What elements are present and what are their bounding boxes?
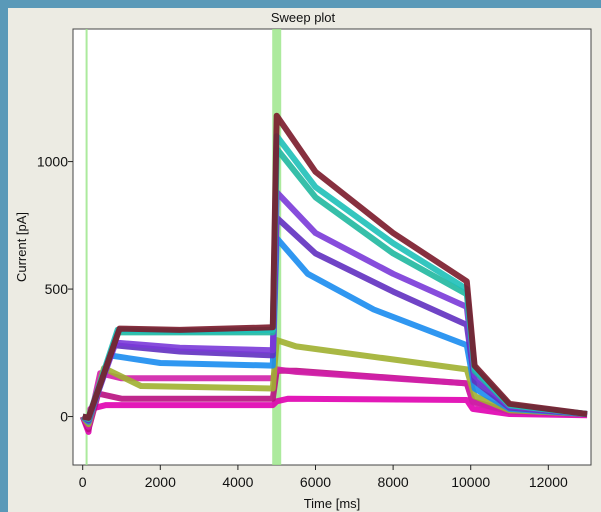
y-ticks: 0 500 1000 xyxy=(37,154,73,425)
highlight-marker xyxy=(85,29,88,465)
x-tick-label: 4000 xyxy=(222,474,253,490)
y-tick-label: 500 xyxy=(45,281,69,297)
series-group xyxy=(79,112,588,435)
x-tick-label: 12000 xyxy=(529,474,568,490)
series-line xyxy=(82,112,588,421)
x-tick-label: 10000 xyxy=(451,474,490,490)
x-tick-label: 0 xyxy=(79,474,87,490)
y-tick-label: 0 xyxy=(60,409,68,425)
x-tick-label: 2000 xyxy=(145,474,176,490)
chart-title: Sweep plot xyxy=(271,10,336,25)
plot-area xyxy=(72,28,592,466)
x-tick-label: 6000 xyxy=(300,474,331,490)
window-frame-top xyxy=(0,0,601,8)
y-tick-label: 1000 xyxy=(37,154,68,170)
y-axis-label: Current [pA] xyxy=(14,212,29,282)
x-tick-label: 8000 xyxy=(378,474,409,490)
x-ticks: 0 2000 4000 6000 8000 10000 12000 xyxy=(79,465,568,490)
x-axis-label: Time [ms] xyxy=(304,496,361,511)
window-frame-left xyxy=(0,0,8,512)
